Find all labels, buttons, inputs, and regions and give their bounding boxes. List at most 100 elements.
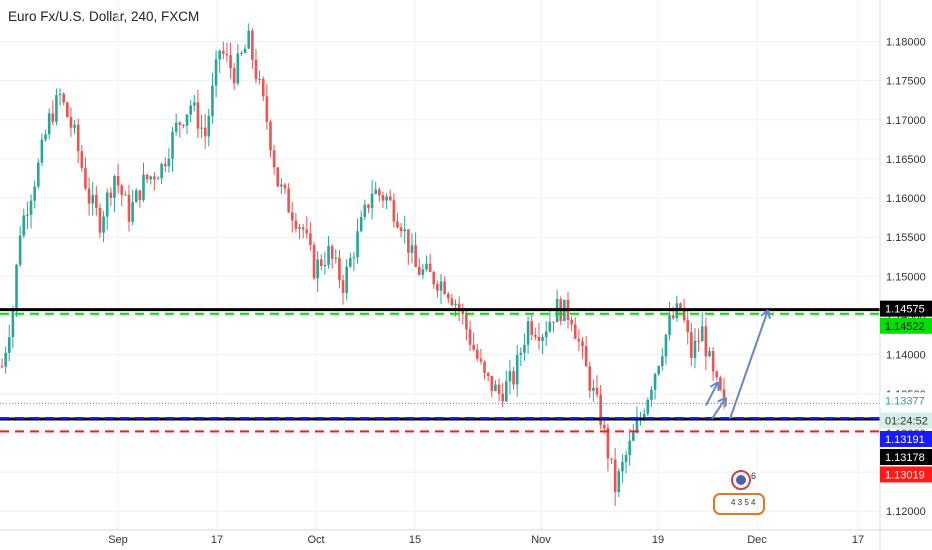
candle xyxy=(66,101,69,118)
tag-support-black: 1.13178 xyxy=(880,448,932,465)
candle xyxy=(178,121,182,138)
candle xyxy=(167,148,171,173)
x-tick-label: Sep xyxy=(108,534,128,546)
candle xyxy=(200,114,203,139)
candle xyxy=(47,108,51,140)
candle xyxy=(711,347,715,381)
candle xyxy=(479,348,483,365)
candle xyxy=(581,337,584,359)
projection-arrows xyxy=(705,309,771,420)
logo-globe-icon xyxy=(736,475,746,485)
candle xyxy=(272,144,276,175)
candle xyxy=(44,129,47,142)
candle xyxy=(512,366,515,390)
candle xyxy=(399,223,403,238)
candle xyxy=(628,428,631,466)
candle xyxy=(552,321,555,333)
candle xyxy=(519,347,523,367)
candle xyxy=(316,251,319,292)
candle xyxy=(149,175,153,185)
candle xyxy=(501,382,504,408)
candle xyxy=(349,252,352,268)
candle xyxy=(189,100,192,123)
candle xyxy=(247,23,251,50)
candle xyxy=(192,94,196,112)
candle xyxy=(407,229,410,265)
x-tick-label: 19 xyxy=(652,534,664,546)
candle xyxy=(417,258,421,276)
candle xyxy=(280,178,283,195)
candle xyxy=(592,379,595,402)
candle xyxy=(116,163,120,194)
candle xyxy=(15,263,18,317)
candle xyxy=(541,333,544,355)
candle xyxy=(327,236,330,269)
candle xyxy=(450,293,454,307)
candle xyxy=(646,397,650,416)
tag-support-blue: 1.13191 xyxy=(880,430,932,447)
candle xyxy=(425,255,428,272)
candle xyxy=(98,203,102,238)
candle xyxy=(595,375,599,398)
y-tick-label: 1.14000 xyxy=(886,350,926,362)
candle xyxy=(396,212,399,229)
candle xyxy=(301,223,305,239)
time-axis: Sep 17 Oct 15 Nov 19 Dec 17 xyxy=(108,534,864,546)
candle xyxy=(7,324,11,362)
y-tick-label: 1.15000 xyxy=(886,271,926,283)
candle xyxy=(232,63,236,90)
chart-title: Euro Fx/U.S. Dollar, 240, FXCM xyxy=(8,9,200,24)
svg-text:1.13377: 1.13377 xyxy=(885,395,925,407)
candle xyxy=(414,232,417,268)
candle xyxy=(690,322,693,367)
candle xyxy=(508,359,512,395)
candle xyxy=(185,114,189,135)
candle xyxy=(113,174,116,212)
tag-countdown: 01:24:52 xyxy=(880,412,932,429)
y-tick-label: 1.18000 xyxy=(886,36,926,48)
candle xyxy=(62,91,65,106)
candle xyxy=(222,41,225,60)
candle xyxy=(290,202,294,233)
candle xyxy=(356,218,359,264)
candle xyxy=(283,183,287,195)
svg-text:1.14522: 1.14522 xyxy=(885,321,925,333)
candle xyxy=(334,249,338,264)
tag-resistance-green: 1.14522 xyxy=(880,317,932,334)
svg-text:1.13191: 1.13191 xyxy=(885,434,925,446)
candle xyxy=(156,176,160,180)
x-tick-label: Dec xyxy=(747,534,767,546)
candle xyxy=(421,264,425,280)
candle xyxy=(87,177,91,216)
candle xyxy=(378,187,381,202)
logo-banner xyxy=(713,493,765,515)
chart-grid xyxy=(0,0,880,530)
candle xyxy=(131,189,134,226)
tag-current-price: 1.13377 xyxy=(880,392,932,409)
candle xyxy=(483,360,486,380)
candle xyxy=(236,44,240,86)
candle xyxy=(621,454,624,483)
tag-support-red: 1.13019 xyxy=(880,466,932,483)
svg-text:01:24:52: 01:24:52 xyxy=(885,415,928,427)
candle xyxy=(69,107,73,137)
candle xyxy=(51,100,55,126)
x-tick-label: Nov xyxy=(531,534,551,546)
candle xyxy=(174,113,178,136)
candle xyxy=(26,201,29,230)
candle xyxy=(374,181,377,195)
candle xyxy=(700,312,704,342)
candle xyxy=(686,310,690,345)
candle xyxy=(203,114,207,149)
candle xyxy=(11,305,15,349)
candle xyxy=(309,222,312,251)
candle xyxy=(153,172,156,191)
logo-number-top: 6 xyxy=(751,471,756,481)
candle xyxy=(577,328,581,352)
candle xyxy=(138,190,142,208)
candle xyxy=(287,183,290,213)
candle xyxy=(385,193,388,209)
candle xyxy=(214,50,218,98)
candle xyxy=(276,167,280,188)
